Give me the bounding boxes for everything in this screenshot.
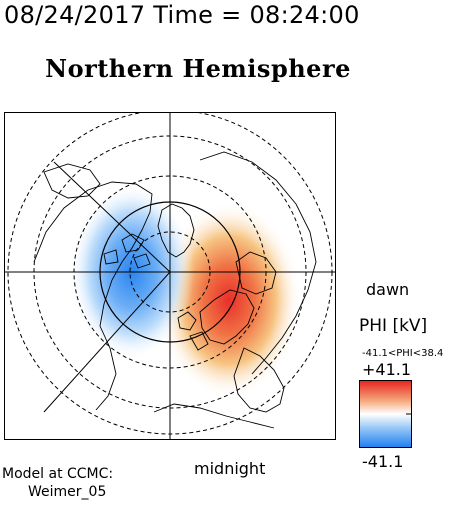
colorbar: 0 xyxy=(359,380,412,448)
coastline-islands-east xyxy=(177,311,209,351)
credit-model: Model at CCMC: xyxy=(2,466,114,482)
plot-border xyxy=(4,112,336,440)
coastline-siberia xyxy=(235,251,277,295)
coastline-north-america xyxy=(33,181,153,411)
credit-name: Weimer_05 xyxy=(28,484,107,500)
positive-potential-cell xyxy=(157,202,301,398)
label-dawn: dawn xyxy=(366,280,410,299)
coastline-south-edge xyxy=(153,403,275,429)
label-midnight: midnight xyxy=(194,459,266,478)
colorbar-min-label: -41.1 xyxy=(362,452,404,471)
coastline-eurasia xyxy=(199,151,317,375)
meridian-nw xyxy=(53,161,171,273)
polar-potential-map xyxy=(4,112,336,440)
colorbar-max-label: +41.1 xyxy=(362,360,412,379)
header-datetime: 08/24/2017 Time = 08:24:00 xyxy=(4,1,360,29)
coastline-europe xyxy=(233,347,285,413)
colorbar-range: -41.1<PHI<38.4 xyxy=(362,348,444,359)
coastline-canadian-islands xyxy=(103,233,151,269)
plot-title: Northern Hemisphere xyxy=(45,54,351,83)
colorbar-gradient xyxy=(359,380,412,448)
coastline-alaska xyxy=(43,163,101,199)
coastline-greenland xyxy=(157,203,195,258)
coastline-scandinavia xyxy=(199,289,255,345)
colorbar-title: PHI [kV] xyxy=(359,316,428,336)
